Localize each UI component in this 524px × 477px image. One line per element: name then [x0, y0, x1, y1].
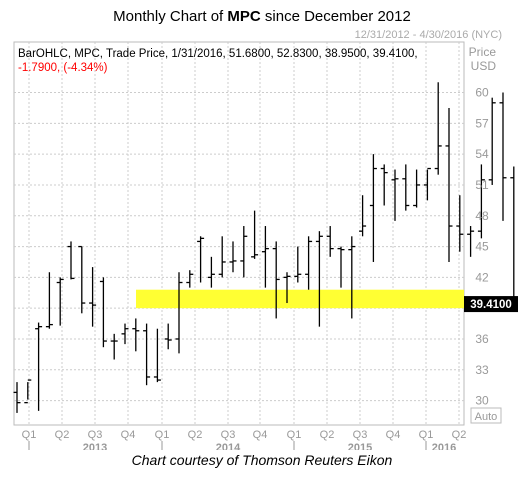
currency-label: USD	[471, 59, 497, 73]
ohlc-bar	[380, 164, 388, 206]
plot-frame	[13, 41, 465, 426]
y-tick-label: 30	[475, 394, 489, 408]
ohlc-bar	[229, 241, 237, 273]
y-tick-label: 60	[475, 86, 489, 100]
chart-title: Monthly Chart of MPC since December 2012	[0, 8, 524, 25]
ohlc-bar	[240, 226, 248, 278]
grid-layer	[14, 42, 464, 425]
ohlc-bar	[121, 323, 129, 345]
ohlc-bar	[456, 195, 464, 252]
auto-scale-button[interactable]	[470, 407, 502, 424]
last-price-tag-label: 39.4100	[470, 299, 512, 311]
ohlc-bar	[294, 246, 302, 283]
y-tick-label: 57	[475, 116, 489, 130]
ohlc-bar	[78, 245, 86, 314]
x-tick-labels: Q1 Q2 Q3 Q4 Q1 Q2 Q3 Q4 Q1 Q2 Q3 Q4 Q1 Q2 2013 2014 2015…	[22, 429, 467, 450]
ohlc-bar	[175, 272, 183, 354]
x-year-label: 2014	[216, 442, 241, 450]
x-tick-label: Q4	[253, 429, 268, 441]
ohlc-bar	[391, 169, 399, 221]
ohlc-bar	[402, 164, 410, 211]
title-suffix: since December 2012	[260, 8, 411, 25]
x-year-label: 2013	[83, 442, 107, 450]
x-tick-label: Q1	[419, 429, 434, 441]
ohlc-bar	[153, 328, 161, 383]
ohlc-bar	[35, 322, 43, 411]
x-tick-label: Q1	[155, 429, 170, 441]
ohlc-bar	[337, 246, 345, 288]
y-tick-label: 42	[475, 270, 489, 284]
ohlc-bar	[434, 82, 442, 175]
x-tick-label: Q3	[221, 429, 236, 441]
date-range-label: 12/31/2012 - 4/30/2016 (NYC)	[355, 29, 502, 41]
ohlc-bar	[186, 270, 194, 288]
ohlc-bar	[56, 277, 64, 326]
ohlc-bar	[218, 236, 226, 278]
band-layer	[136, 289, 464, 309]
x-tick-label: Q2	[188, 429, 203, 441]
x-tick-label: Q4	[386, 429, 401, 441]
ohlc-bar	[283, 272, 291, 304]
y-tick-label: 48	[475, 209, 489, 223]
ohlc-bar	[413, 169, 421, 208]
ohlc-bar	[423, 167, 431, 201]
auto-scale-label: Auto	[475, 411, 498, 423]
ohlc-bar	[143, 323, 151, 386]
x-year-label: 2015	[348, 442, 372, 450]
x-year-label: 2016	[432, 442, 456, 450]
ohlc-bar	[261, 226, 269, 288]
chart-credit: Chart courtesy of Thomson Reuters Eikon	[131, 452, 393, 468]
y-tick-label: 33	[475, 363, 489, 377]
ohlc-bar	[89, 267, 97, 327]
x-tick-label: Q3	[88, 429, 103, 441]
last-price-tag	[464, 296, 518, 313]
x-tick-label: Q1	[287, 429, 302, 441]
ohlc-bar	[348, 236, 356, 319]
bars-layer	[13, 82, 518, 413]
ohlc-bar	[369, 154, 377, 262]
ohlc-chart: 3033363942454851545760 Q1Q2Q3Q4Q1Q2Q3Q4Q…	[13, 29, 518, 450]
ohlc-bar	[251, 210, 259, 259]
ohlc-bar	[488, 97, 496, 185]
y-tick-labels: 3033363942454851545760	[475, 86, 489, 408]
ohlc-bar	[197, 236, 205, 283]
ohlc-bar	[315, 231, 323, 327]
ohlc-bar	[24, 379, 32, 404]
x-tick-label: Q2	[452, 429, 467, 441]
ohlc-bar	[164, 323, 172, 350]
x-tick-label: Q1	[22, 429, 37, 441]
y-tick-label: 45	[475, 240, 489, 254]
ohlc-bar	[13, 382, 21, 413]
x-tick-label: Q3	[353, 429, 368, 441]
ohlc-bar	[359, 195, 367, 237]
ohlc-bar	[67, 241, 75, 280]
price-label: Price	[469, 45, 497, 59]
y-tick-label: 51	[475, 178, 489, 192]
ohlc-header-line1: BarOHLC, MPC, Trade Price, 1/31/2016, 51…	[18, 48, 418, 60]
ohlc-bar	[132, 318, 140, 352]
ohlc-bar	[305, 236, 313, 290]
ohlc-bar	[499, 92, 507, 221]
x-tick-label: Q2	[320, 429, 335, 441]
title-prefix: Monthly Chart of	[113, 8, 228, 25]
ohlc-bar	[99, 277, 107, 348]
y-tick-label: 54	[475, 147, 489, 161]
ohlc-bar	[272, 241, 280, 319]
ohlc-bar	[477, 164, 485, 239]
ohlc-bar	[467, 226, 475, 257]
ohlc-bar	[445, 107, 453, 262]
ohlc-bar	[110, 333, 118, 360]
ohlc-bar	[45, 272, 53, 329]
title-symbol: MPC	[227, 8, 261, 25]
support-band	[136, 289, 464, 309]
ohlc-bar	[326, 226, 334, 257]
x-tick-label: Q4	[121, 429, 136, 441]
x-tick-label: Q2	[55, 429, 70, 441]
y-tick-label: 36	[475, 332, 489, 346]
ohlc-header-line2: -1.7900, (-4.34%)	[18, 62, 108, 74]
ohlc-bar	[207, 256, 215, 288]
ohlc-bar	[510, 166, 518, 309]
